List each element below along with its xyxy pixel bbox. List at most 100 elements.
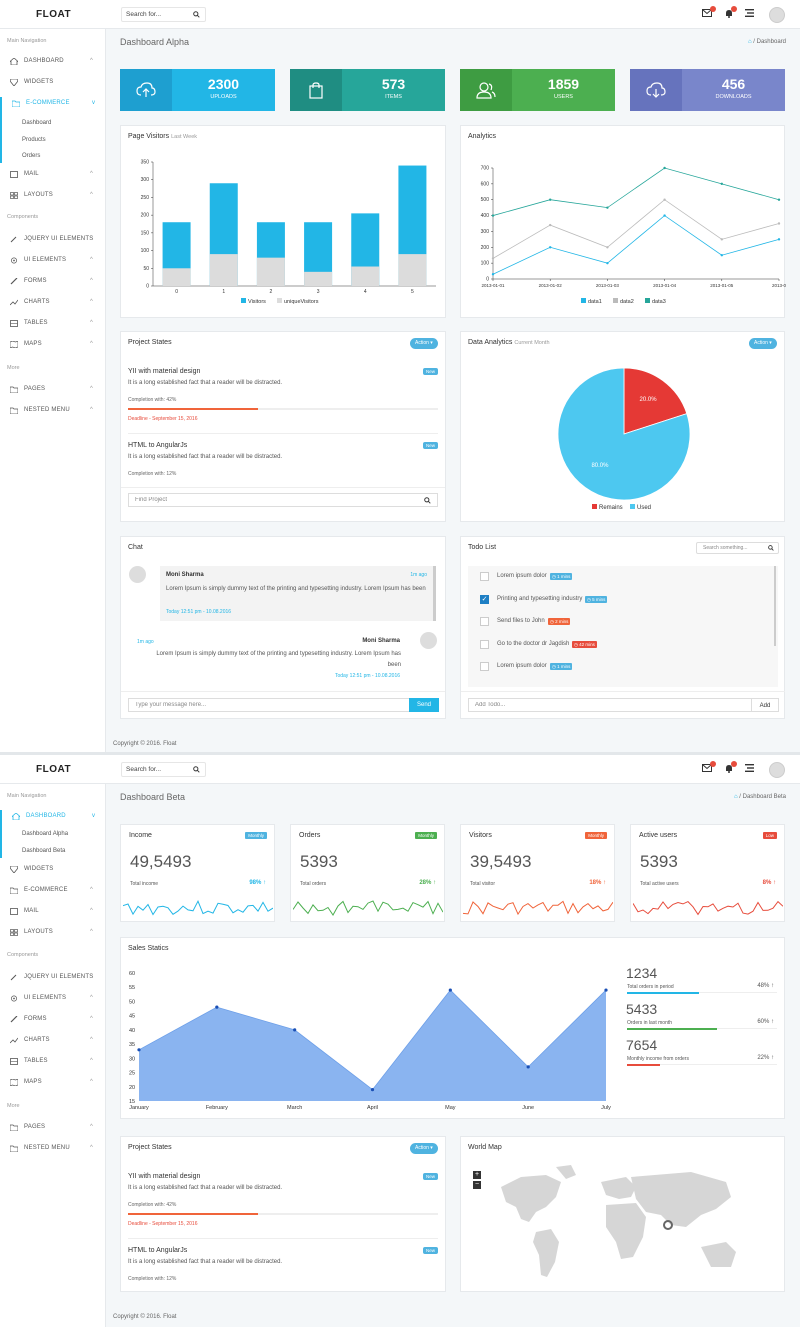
bell-icon[interactable]	[725, 761, 737, 775]
menu-icon[interactable]	[745, 764, 754, 774]
sidebar-item-dashboard[interactable]: DASHBOARD ^	[0, 55, 106, 69]
sidebar-item-jquery-ui[interactable]: JQUERY UI ELEMENTS	[0, 971, 106, 985]
sidebar-item-ecommerce[interactable]: E-COMMERCE v	[0, 97, 106, 111]
world-map[interactable]	[461, 1137, 786, 1293]
sidebar-item-mail[interactable]: MAIL ^	[0, 168, 106, 182]
chat-time: 1m ago	[137, 639, 154, 645]
point-data3	[777, 198, 781, 201]
point-data2	[606, 246, 609, 249]
sidebar-subitem-dashboard-beta[interactable]: Dashboard Beta	[22, 848, 66, 854]
add-todo-field[interactable]	[468, 698, 752, 712]
todo-item[interactable]: Lorem ipsum dolor ◷ 1 mins	[480, 570, 770, 584]
sidebar-item-nested-menu[interactable]: NESTED MENU ^	[0, 404, 106, 418]
sidebar-item-layouts[interactable]: LAYOUTS ^	[0, 189, 106, 203]
todo-item[interactable]: Lorem ipsum dolor ◷ 1 mins	[480, 660, 770, 674]
y-tick-label: 45	[129, 1014, 135, 1020]
todo-item[interactable]: Send files to John ◷ 2 mins	[480, 615, 770, 629]
sidebar-subitem-dashboard[interactable]: Dashboard	[22, 120, 52, 126]
chat-message-field[interactable]	[128, 698, 410, 712]
chat-message-input[interactable]	[129, 699, 409, 711]
search-box[interactable]	[121, 7, 206, 22]
sidebar-item-tables[interactable]: TABLES ^	[0, 1055, 106, 1069]
sidebar-item-forms[interactable]: FORMS ^	[0, 1013, 106, 1027]
kpi-percent: 8% ↑	[762, 880, 776, 886]
search-icon[interactable]	[424, 497, 431, 506]
sidebar-item-forms[interactable]: FORMS ^	[0, 275, 106, 289]
todo-search-field[interactable]	[696, 542, 779, 554]
mail-icon[interactable]	[702, 6, 716, 19]
action-button[interactable]: Action ▾	[410, 1143, 438, 1154]
home-icon[interactable]: ⌂	[748, 39, 752, 45]
sidebar-item-charts[interactable]: CHARTS ^	[0, 1034, 106, 1048]
world-map-card: World Map + −	[460, 1136, 785, 1292]
bell-icon[interactable]	[725, 6, 737, 20]
todo-item[interactable]: ✓ Printing and typesetting industry ◷ 5 mi…	[480, 593, 770, 607]
sidebar-item-maps[interactable]: MAPS ^	[0, 1076, 106, 1090]
y-tick-label: 100	[141, 248, 150, 254]
find-project-field[interactable]	[128, 493, 438, 507]
mail-icon[interactable]	[702, 761, 716, 774]
sidebar-subitem-products[interactable]: Products	[22, 137, 46, 143]
search-icon[interactable]	[193, 766, 200, 775]
sidebar-item-dashboard[interactable]: DASHBOARD v	[0, 810, 106, 824]
sidebar-item-tables[interactable]: TABLES ^	[0, 317, 106, 331]
sidebar-item-jquery-ui[interactable]: JQUERY UI ELEMENTS	[0, 233, 106, 247]
sidebar-item-widgets[interactable]: WIDGETS	[0, 76, 106, 90]
add-todo-input[interactable]	[469, 699, 751, 711]
sidebar-item-pages[interactable]: PAGES ^	[0, 383, 106, 397]
sidebar-subitem-dashboard-alpha[interactable]: Dashboard Alpha	[22, 831, 69, 837]
todo-checkbox[interactable]	[480, 639, 489, 649]
search-box[interactable]	[121, 762, 206, 777]
todo-item[interactable]: Go to the doctor dr Jagdish ◷ 42 mins	[480, 638, 770, 652]
action-button[interactable]: Action ▾	[410, 338, 438, 349]
y-tick-label: 600	[481, 181, 490, 187]
page-visitors-title: Page Visitors Last Week	[128, 133, 198, 140]
project-name: HTML to AngularJs	[128, 1247, 188, 1254]
x-tick-label: 2013-01-04	[653, 283, 677, 288]
zoom-in-button[interactable]: +	[473, 1171, 481, 1179]
folder-icon	[9, 1145, 19, 1154]
sidebar-item-charts[interactable]: CHARTS ^	[0, 296, 106, 310]
sidebar-item-pages[interactable]: PAGES ^	[0, 1121, 106, 1135]
home-icon[interactable]: ⌂	[733, 794, 738, 800]
users-icon	[460, 69, 512, 111]
home-icon	[8, 57, 20, 67]
chat-text: Lorem Ipsum is simply dummy text of the …	[156, 651, 401, 668]
analytics-title: Analytics	[468, 133, 497, 140]
sidebar-item-widgets[interactable]: WIDGETS	[0, 863, 106, 877]
add-todo-button[interactable]: Add	[751, 698, 779, 712]
point-data1	[777, 238, 781, 241]
x-tick-label: 2013-01-03	[596, 283, 620, 288]
todo-checkbox[interactable]: ✓	[480, 594, 489, 604]
y-tick-label: 300	[481, 229, 490, 235]
sidebar-item-ecommerce[interactable]: E-COMMERCE ^	[0, 884, 106, 898]
action-button[interactable]: Action ▾	[749, 338, 777, 349]
sidebar-item-ui-elements[interactable]: UI ELEMENTS ^	[0, 992, 106, 1006]
find-project-input[interactable]	[129, 494, 437, 506]
search-icon[interactable]	[193, 11, 200, 20]
search-input[interactable]	[122, 8, 187, 21]
todo-checkbox[interactable]	[480, 572, 489, 581]
menu-icon[interactable]	[745, 9, 754, 19]
todo-checkbox[interactable]	[480, 662, 489, 671]
todo-text: Lorem ipsum dolor	[497, 663, 547, 669]
sidebar-item-ui-elements[interactable]: UI ELEMENTS ^	[0, 254, 106, 268]
sidebar-item-mail[interactable]: MAIL ^	[0, 905, 106, 919]
point-data3	[663, 166, 666, 170]
scrollbar[interactable]	[774, 566, 776, 646]
sidebar-subitem-orders[interactable]: Orders	[22, 153, 41, 159]
send-button[interactable]: Send	[409, 698, 439, 712]
point-data2	[549, 223, 552, 227]
todo-search-input[interactable]	[697, 543, 778, 553]
sidebar-item-nested-menu[interactable]: NESTED MENU ^	[0, 1142, 106, 1156]
sidebar-item-maps[interactable]: MAPS ^	[0, 338, 106, 352]
zoom-out-button[interactable]: −	[473, 1181, 481, 1189]
sidebar-item-layouts[interactable]: LAYOUTS ^	[0, 926, 106, 940]
stat-users: 1859 USERS	[460, 69, 615, 111]
todo-checkbox[interactable]	[480, 617, 489, 626]
search-icon[interactable]	[768, 545, 774, 553]
avatar[interactable]	[769, 762, 785, 778]
kpi-value: 39,5493	[470, 852, 532, 871]
avatar[interactable]	[769, 7, 785, 23]
search-input[interactable]	[122, 763, 187, 776]
